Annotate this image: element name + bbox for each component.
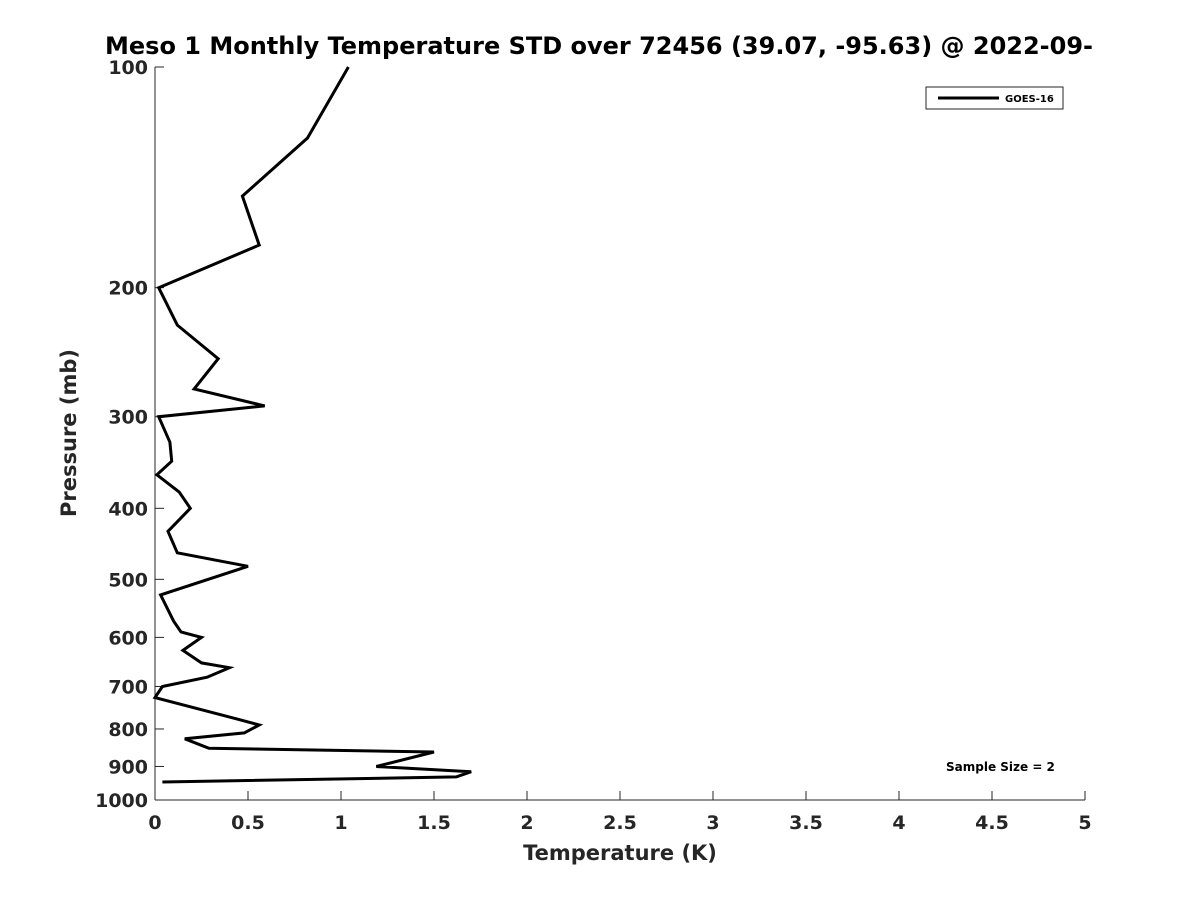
y-tick-label: 400 xyxy=(108,498,148,520)
legend-entry-goes-16: GOES-16 xyxy=(1005,94,1054,105)
x-tick-label: 1 xyxy=(334,812,347,834)
x-tick-label: 3 xyxy=(706,812,719,834)
x-tick-label: 3.5 xyxy=(789,812,823,834)
x-tick-label: 4 xyxy=(892,812,905,834)
x-axis-label: Temperature (K) xyxy=(523,841,717,865)
axes: 0 0.5 1 1.5 2 2.5 3 3.5 4 4.5 5 100 200 300 400 500 600 7… xyxy=(95,57,1092,834)
y-axis-label: Pressure (mb) xyxy=(57,349,81,517)
y-tick-label: 900 xyxy=(108,756,148,778)
plot-area xyxy=(152,66,472,784)
sample-size-annotation: Sample Size = 2 xyxy=(946,760,1055,774)
y-tick-label: 300 xyxy=(108,407,148,429)
y-tick-label: 600 xyxy=(108,627,148,649)
x-tick-label: 4.5 xyxy=(975,812,1009,834)
y-tick-label: 100 xyxy=(108,57,148,79)
x-tick-label: 2 xyxy=(520,812,533,834)
y-tick-label: 700 xyxy=(108,676,148,698)
y-tick-label: 200 xyxy=(108,278,148,300)
y-tick-label: 500 xyxy=(108,569,148,591)
y-tick-label: 1000 xyxy=(95,790,148,812)
x-tick-label: 0 xyxy=(148,812,161,834)
x-tick-label: 0.5 xyxy=(231,812,265,834)
legend: GOES-16 xyxy=(925,86,1064,110)
series-line-goes-16 xyxy=(152,66,472,784)
y-tick-label: 800 xyxy=(108,719,148,741)
chart-title: Meso 1 Monthly Temperature STD over 7245… xyxy=(105,32,1093,60)
x-tick-label: 2.5 xyxy=(603,812,637,834)
x-tick-label: 1.5 xyxy=(417,812,451,834)
x-tick-label: 5 xyxy=(1078,812,1091,834)
